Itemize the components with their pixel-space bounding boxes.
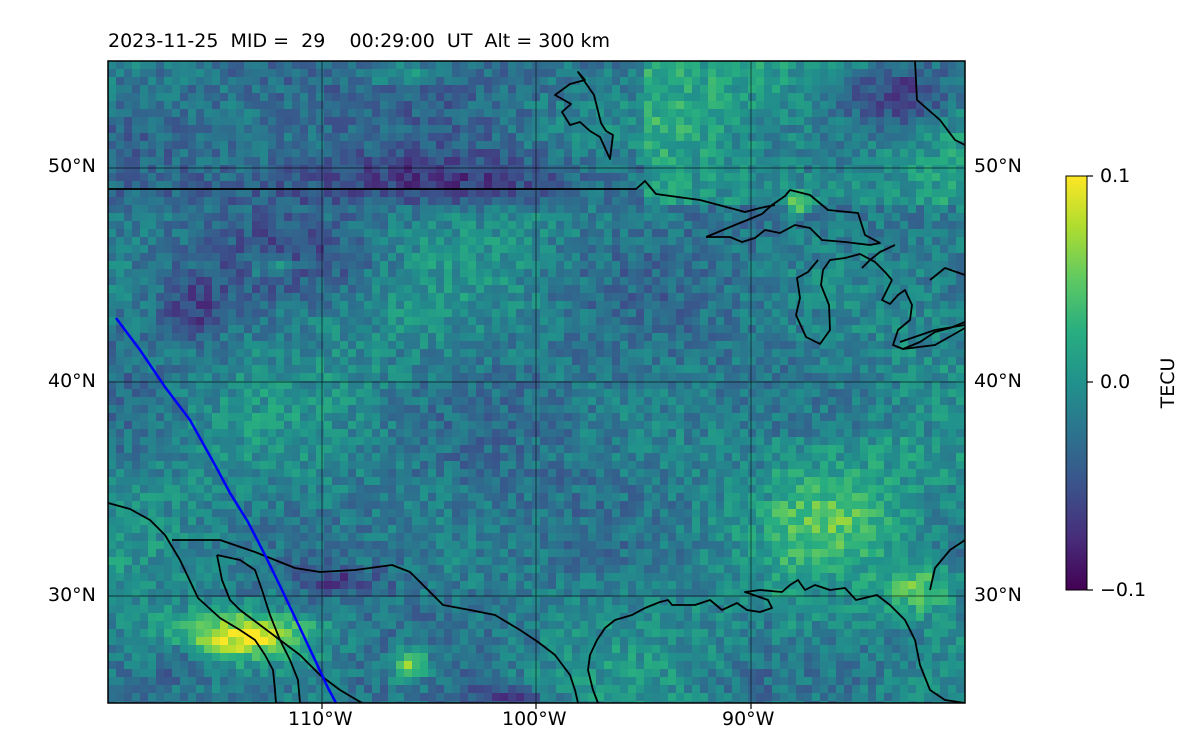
lat-label-right: 40°N — [974, 370, 1022, 392]
colorbar-ticks — [1087, 175, 1093, 591]
lon-label: 100°W — [502, 708, 567, 730]
colorbar-tick-label: 0.1 — [1100, 165, 1131, 187]
lat-label-right: 30°N — [974, 584, 1022, 606]
plot-title: 2023-11-25 MID = 29 00:29:00 UT Alt = 30… — [108, 30, 611, 52]
lat-label-left: 50°N — [48, 155, 96, 177]
lat-label-right: 50°N — [974, 155, 1022, 177]
lat-label-left: 30°N — [48, 584, 96, 606]
lat-label-left: 40°N — [48, 370, 96, 392]
satellite-track — [115, 317, 338, 703]
colorbar-title: TECU — [1157, 357, 1179, 409]
tec-heatmap — [108, 61, 965, 703]
colorbar-tick-label: 0.0 — [1100, 371, 1131, 393]
colorbar — [1065, 175, 1088, 591]
colorbar-tick-label: −0.1 — [1100, 579, 1147, 601]
coastlines-and-borders — [108, 61, 965, 703]
x-axis-ticks — [321, 703, 752, 709]
lon-label: 90°W — [722, 708, 775, 730]
gridlines — [108, 61, 965, 703]
lon-label: 110°W — [288, 708, 353, 730]
